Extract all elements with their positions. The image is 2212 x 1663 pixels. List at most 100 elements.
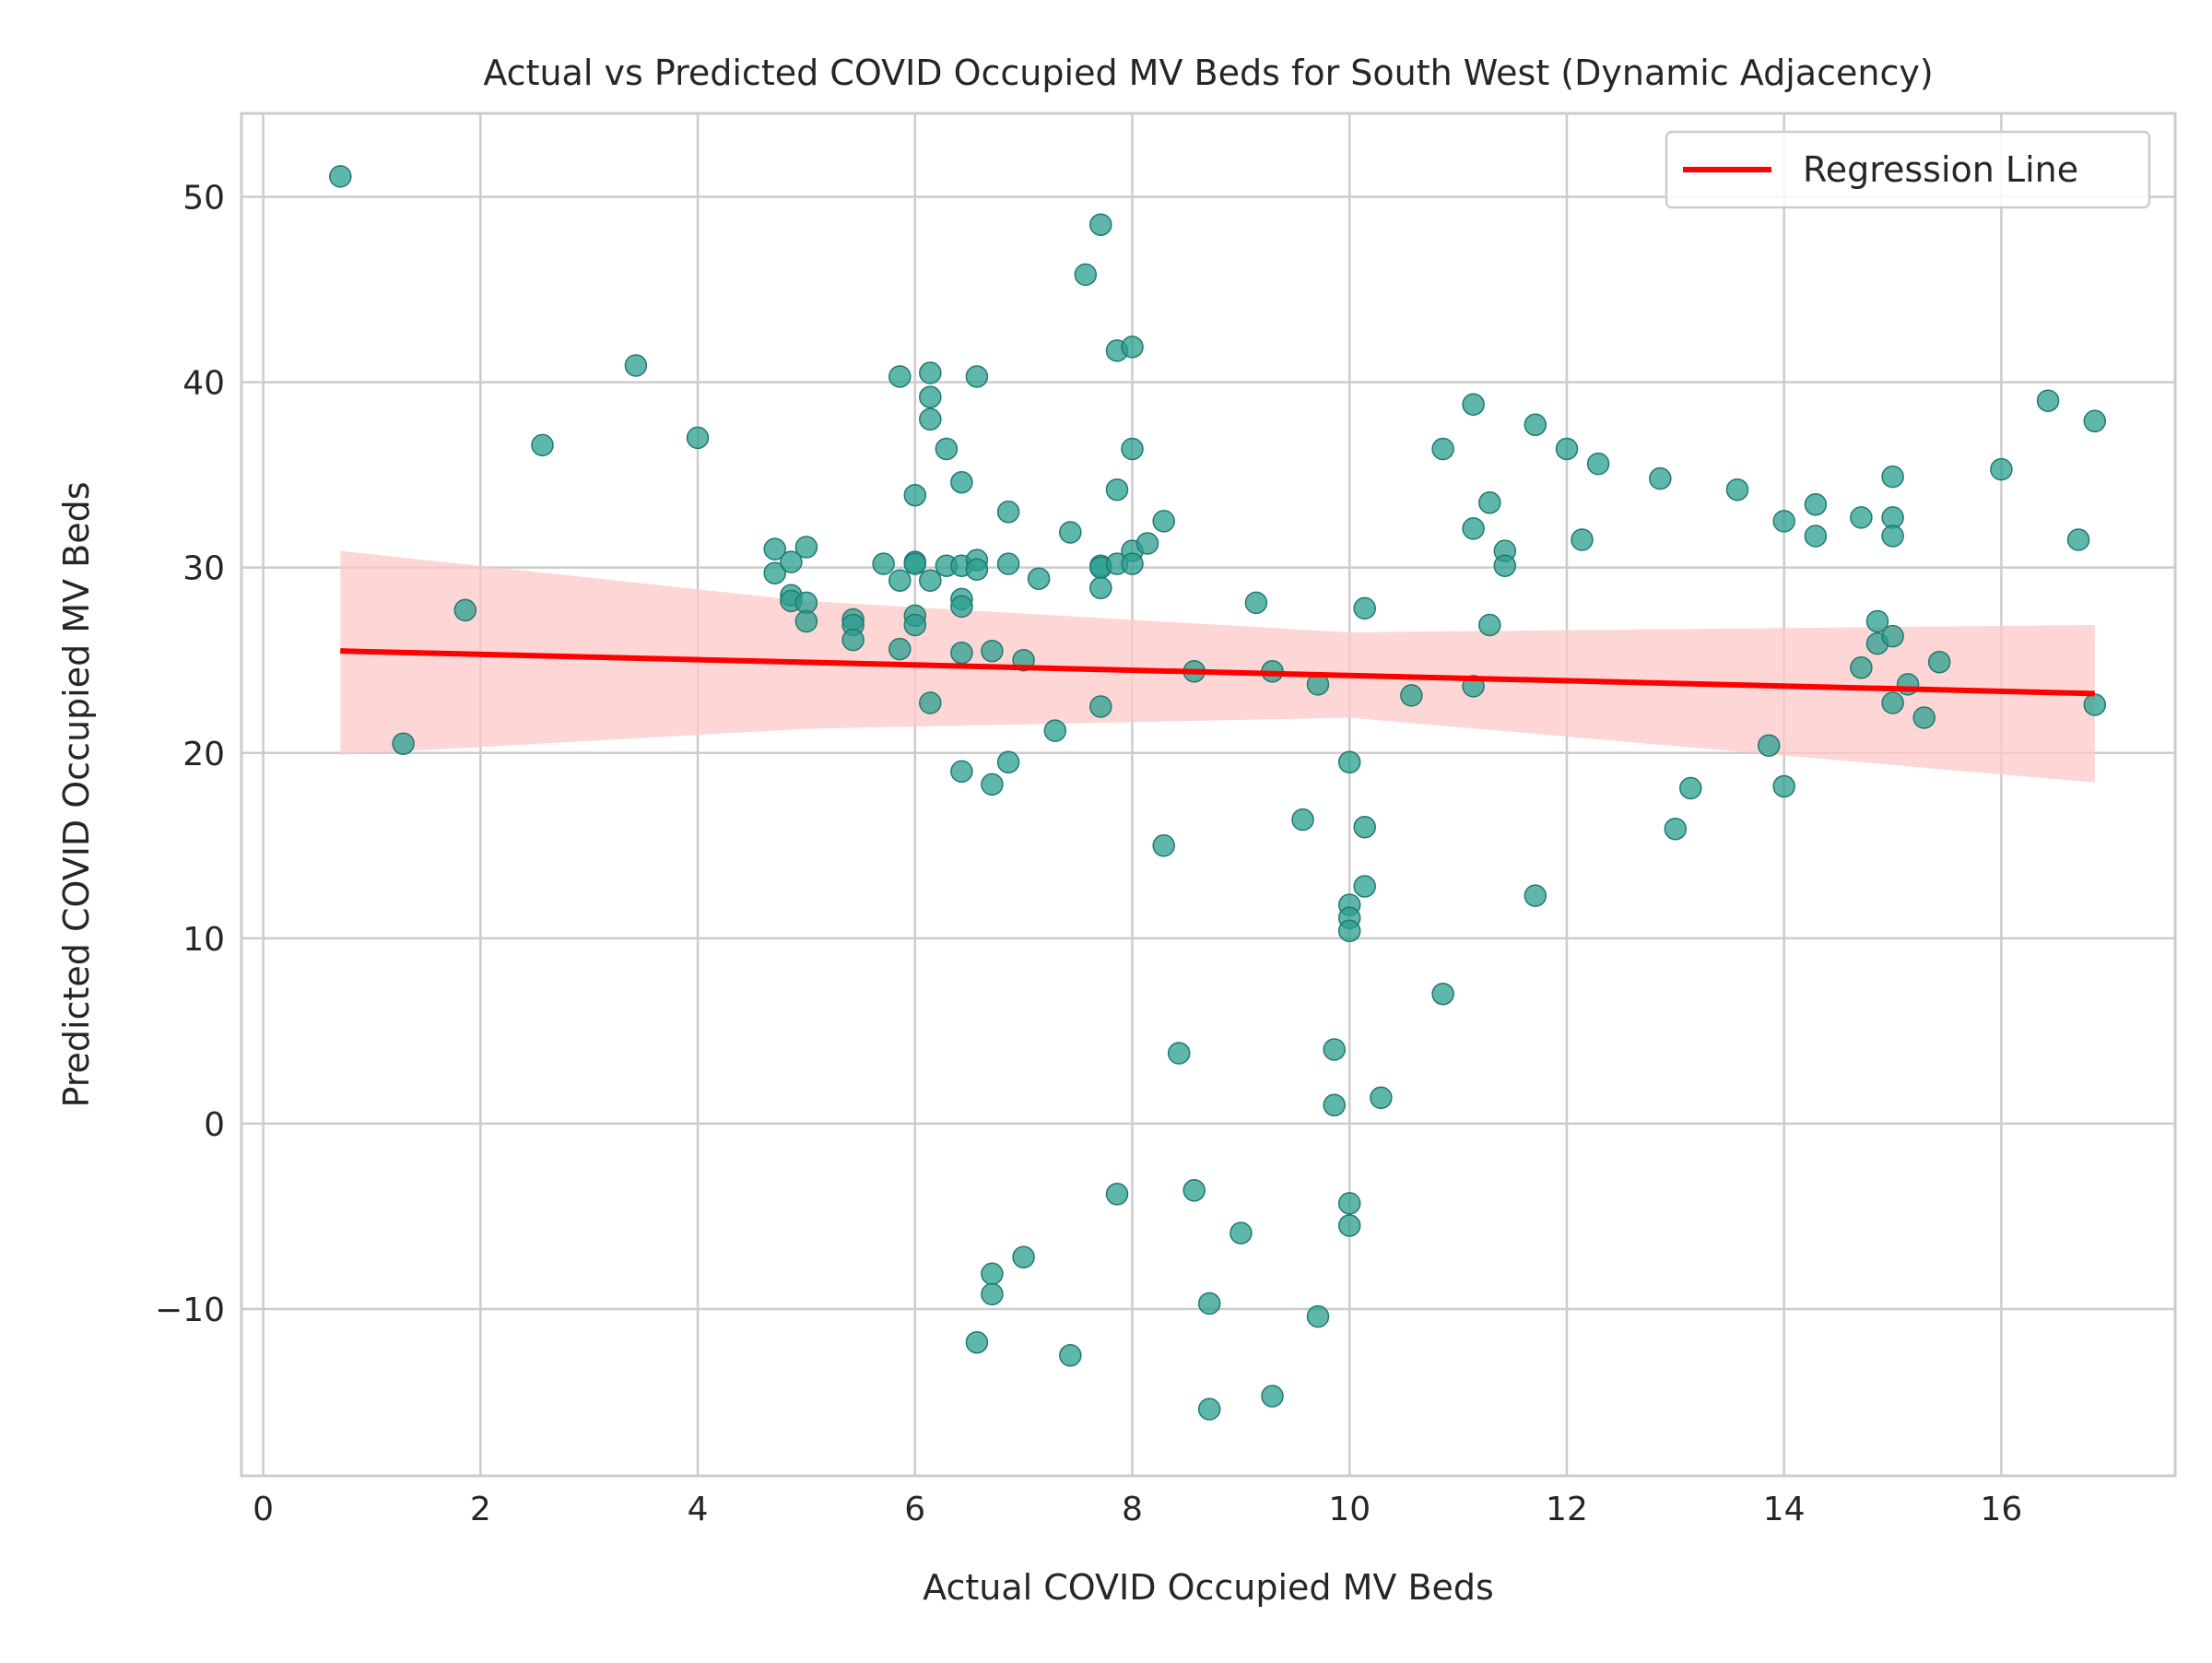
data-point — [1664, 817, 1688, 841]
data-point — [1337, 750, 1361, 774]
data-point — [1679, 776, 1702, 800]
data-point — [950, 470, 973, 494]
x-tick-label: 6 — [904, 1491, 925, 1528]
data-point — [1462, 517, 1485, 540]
data-point — [1431, 437, 1454, 461]
data-point — [996, 552, 1020, 575]
data-point — [780, 550, 803, 573]
data-point — [1912, 706, 1936, 729]
x-tick-label: 10 — [1328, 1491, 1371, 1528]
data-point — [1337, 1192, 1361, 1215]
y-tick-label: 10 — [182, 921, 225, 959]
x-tick-label: 0 — [253, 1491, 274, 1528]
data-point — [392, 732, 415, 755]
data-point — [1772, 774, 1795, 798]
data-point — [531, 433, 554, 457]
data-point — [1323, 1038, 1346, 1061]
data-point — [1152, 510, 1175, 533]
data-point — [996, 501, 1020, 524]
data-point — [1725, 478, 1749, 501]
data-point — [453, 598, 477, 622]
data-point — [903, 483, 927, 507]
data-point — [903, 552, 927, 575]
data-point — [950, 641, 973, 665]
data-point — [1105, 478, 1129, 501]
data-point — [919, 361, 942, 384]
data-point — [996, 750, 1020, 774]
data-point — [794, 609, 818, 633]
data-point — [1524, 413, 1547, 437]
data-point — [888, 569, 912, 592]
y-tick-label: 20 — [182, 736, 225, 773]
data-point — [1121, 437, 1144, 461]
data-point — [1524, 884, 1547, 907]
data-point — [1027, 567, 1051, 590]
y-tick-labels: −10 0 10 20 30 40 50 — [155, 179, 225, 1329]
x-tick-labels: 0 2 4 6 8 10 12 14 16 — [253, 1491, 2022, 1528]
regression-layer — [340, 648, 2095, 697]
y-tick-label: 30 — [182, 550, 225, 588]
data-point — [1804, 493, 1828, 516]
data-point — [1927, 650, 1951, 674]
data-point — [1121, 552, 1144, 575]
data-point — [981, 1262, 1004, 1286]
y-axis-label: Predicted COVID Occupied MV Beds — [56, 481, 97, 1107]
confidence-band-layer — [340, 550, 2095, 783]
data-point — [965, 1330, 989, 1354]
data-point — [1865, 609, 1889, 633]
data-point — [1462, 393, 1485, 416]
data-point — [1121, 336, 1144, 359]
legend-regression-label: Regression Line — [1803, 149, 2078, 190]
data-point — [686, 426, 710, 450]
data-point — [1478, 613, 1501, 637]
data-point — [1306, 1304, 1330, 1328]
data-point — [903, 613, 927, 637]
data-point — [1261, 1385, 1284, 1408]
data-point — [1370, 1086, 1393, 1110]
legend: Regression Line — [1665, 130, 2151, 209]
data-point — [919, 569, 942, 592]
data-point — [1012, 1245, 1035, 1268]
data-point — [624, 354, 648, 377]
data-point — [1555, 437, 1579, 461]
data-point — [1197, 1291, 1221, 1315]
data-point — [965, 365, 989, 388]
data-point — [919, 385, 942, 408]
x-tick-label: 12 — [1546, 1491, 1588, 1528]
plot-frame — [240, 112, 2177, 1478]
data-point — [1353, 596, 1376, 620]
x-tick-label: 2 — [470, 1491, 491, 1528]
data-point — [2083, 409, 2107, 433]
data-point — [1152, 834, 1175, 857]
data-point — [1400, 684, 1423, 707]
y-tick-label: 0 — [204, 1106, 225, 1144]
data-point — [1881, 624, 1904, 648]
y-tick-label: 50 — [182, 179, 225, 217]
data-point — [1493, 554, 1517, 577]
y-tick-label: −10 — [155, 1291, 225, 1329]
data-point — [1431, 982, 1454, 1006]
data-point — [794, 536, 818, 559]
x-tick-label: 4 — [688, 1491, 709, 1528]
y-tick-label: 40 — [182, 365, 225, 403]
data-point — [1135, 532, 1159, 555]
data-point — [1089, 695, 1112, 718]
data-point — [1353, 875, 1376, 898]
data-point — [1586, 452, 1610, 476]
data-point — [2083, 693, 2107, 716]
data-point — [1323, 1093, 1346, 1117]
data-point — [1571, 528, 1594, 551]
data-point — [1757, 734, 1781, 757]
x-tick-label: 8 — [1122, 1491, 1143, 1528]
data-point — [1197, 1398, 1221, 1421]
data-point — [841, 628, 865, 652]
data-point — [981, 773, 1004, 796]
data-point — [1105, 1183, 1129, 1206]
legend-box — [1665, 130, 2151, 209]
data-point — [1881, 691, 1904, 714]
data-point — [1337, 919, 1361, 943]
data-point — [1649, 466, 1672, 490]
data-point — [981, 639, 1004, 663]
data-point — [919, 407, 942, 431]
